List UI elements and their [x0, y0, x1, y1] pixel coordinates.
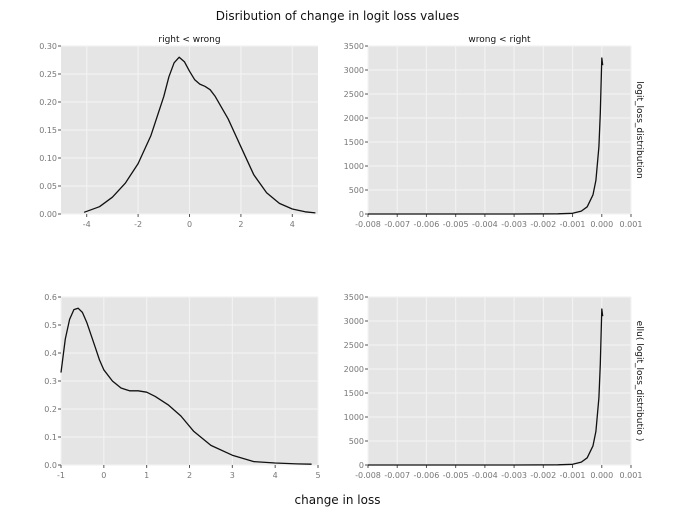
x-tick-label: -0.004 — [472, 471, 498, 480]
x-tick-label: -4 — [83, 220, 91, 229]
panel-4: -0.008 -0.007 -0.006 -0.005 -0.004 -0.003 -0.0… — [344, 293, 644, 480]
facet-column-label: wrong < right — [468, 35, 531, 45]
y-tick-label: 1500 — [344, 389, 364, 398]
y-tick-label: 3500 — [344, 42, 364, 51]
panel-background — [368, 297, 631, 465]
y-tick-label: 0.15 — [39, 126, 57, 135]
y-tick-label: 0.2 — [44, 405, 57, 414]
x-tick-label: 0.001 — [620, 220, 643, 229]
x-tick-label: 5 — [315, 471, 320, 480]
y-tick-label: 1000 — [344, 413, 364, 422]
x-tick-label: -0.002 — [530, 220, 556, 229]
panel-2: -0.008 -0.007 -0.006 -0.005 -0.004 -0.003 -0.0… — [344, 35, 644, 229]
density-line — [368, 308, 604, 466]
facet-row-label: ellu( logit_loss_distributio ) — [634, 321, 644, 442]
y-tick-label: 0 — [359, 210, 364, 219]
y-tick-label: 0.1 — [44, 433, 57, 442]
density-line — [60, 307, 312, 465]
x-tick-label: -0.007 — [384, 471, 410, 480]
y-tick-label: 0.20 — [39, 98, 57, 107]
x-tick-label: -0.004 — [472, 220, 498, 229]
x-tick-label: -0.008 — [355, 471, 381, 480]
facet-column-label: right < wrong — [158, 35, 220, 45]
x-tick-label: 0.000 — [590, 220, 613, 229]
density-line — [83, 56, 316, 214]
y-tick-label: 0.0 — [44, 461, 57, 470]
x-tick-label: 2 — [238, 220, 243, 229]
y-tick-label: 0.05 — [39, 182, 57, 191]
y-tick-label: 0.00 — [39, 210, 57, 219]
y-tick-label: 0.30 — [39, 42, 57, 51]
x-tick-label: 1 — [144, 471, 149, 480]
y-tick-label: 500 — [349, 437, 364, 446]
y-tick-label: 3500 — [344, 293, 364, 302]
y-tick-label: 1500 — [344, 138, 364, 147]
y-tick-label: 2500 — [344, 341, 364, 350]
x-tick-label: -0.005 — [443, 471, 469, 480]
x-tick-label: -0.007 — [384, 220, 410, 229]
y-tick-label: 0.25 — [39, 70, 57, 79]
x-tick-label: -0.008 — [355, 220, 381, 229]
x-tick-label: 2 — [187, 471, 192, 480]
x-tick-label: -0.001 — [560, 471, 586, 480]
y-tick-label: 2500 — [344, 90, 364, 99]
y-tick-label: 0.10 — [39, 154, 57, 163]
y-tick-label: 0 — [359, 461, 364, 470]
y-tick-label: 0.4 — [44, 349, 57, 358]
y-tick-label: 3000 — [344, 317, 364, 326]
x-tick-label: 4 — [290, 220, 295, 229]
x-tick-label: -0.005 — [443, 220, 469, 229]
y-tick-label: 2000 — [344, 114, 364, 123]
x-tick-label: -2 — [134, 220, 142, 229]
x-tick-label: 3 — [230, 471, 235, 480]
y-tick-label: 0.6 — [44, 293, 57, 302]
x-tick-label: -0.002 — [530, 471, 556, 480]
y-tick-label: 2000 — [344, 365, 364, 374]
x-tick-label: -1 — [57, 471, 65, 480]
panel-3: -1 0 1 2 3 4 5 0.0 0.1 0.2 0.3 0.4 0.5 0.6 — [44, 293, 320, 480]
y-tick-label: 500 — [349, 186, 364, 195]
y-tick-label: 0.5 — [44, 321, 57, 330]
x-tick-label: -0.001 — [560, 220, 586, 229]
x-tick-label: 0.000 — [590, 471, 613, 480]
facet-row-label: logit_loss_distribution — [634, 81, 644, 178]
x-tick-label: -0.006 — [414, 220, 440, 229]
y-tick-label: 3000 — [344, 66, 364, 75]
x-tick-label: 4 — [273, 471, 278, 480]
density-line — [368, 57, 604, 215]
x-tick-label: -0.003 — [501, 471, 527, 480]
y-tick-label: 1000 — [344, 162, 364, 171]
x-tick-label: -0.006 — [414, 471, 440, 480]
y-tick-label: 0.3 — [44, 377, 57, 386]
figure-title: Disribution of change in logit loss valu… — [215, 9, 460, 23]
panel-background — [368, 46, 631, 214]
x-axis-label: change in loss — [294, 493, 381, 507]
x-tick-label: 0 — [187, 220, 192, 229]
x-tick-label: 0 — [101, 471, 106, 480]
x-tick-label: 0.001 — [620, 471, 643, 480]
x-tick-label: -0.003 — [501, 220, 527, 229]
panel-1: -4 -2 0 2 4 0.00 0.05 0.10 0.15 0.20 0.25 0.30 right… — [39, 35, 318, 229]
